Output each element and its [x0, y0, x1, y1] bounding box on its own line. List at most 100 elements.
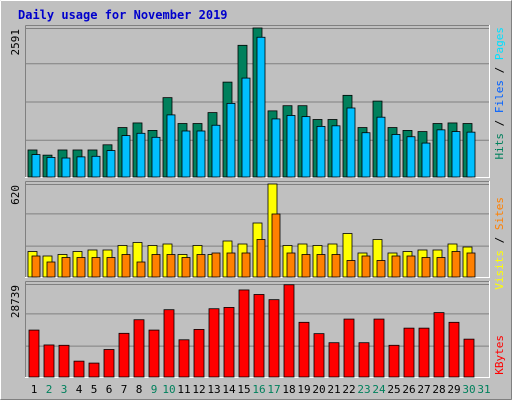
files-bar [31, 154, 41, 178]
legend-separator: / [493, 113, 506, 133]
x-tick-label: 4 [76, 383, 83, 396]
files-bar [301, 116, 311, 178]
sites-bar [331, 254, 341, 278]
kbytes-bar [283, 284, 295, 378]
sites-bar [226, 252, 236, 278]
kbytes-bar [403, 327, 415, 378]
panel-hits-ymax-label: 2591 [9, 29, 22, 56]
files-bar [181, 130, 191, 178]
files-bar [316, 125, 326, 178]
files-bar [61, 157, 71, 178]
sites-bar [301, 254, 311, 278]
legend-pages: Pages [493, 27, 506, 60]
x-tick-label: 31 [477, 383, 490, 396]
legend-hits-files-pages: Hits / Files / Pages [493, 27, 506, 160]
sites-bar [76, 257, 86, 278]
x-tick-label: 13 [207, 383, 220, 396]
sites-bar [121, 254, 131, 278]
x-tick-label: 5 [91, 383, 98, 396]
x-tick-label: 1 [31, 383, 38, 396]
kbytes-bar [193, 329, 205, 378]
files-bar [91, 155, 101, 178]
files-bar [151, 136, 161, 178]
files-bar [406, 136, 416, 178]
files-bar [361, 132, 371, 178]
x-tick-label: 24 [372, 383, 386, 396]
files-bar [196, 130, 206, 178]
kbytes-bar [448, 321, 460, 378]
x-tick-label: 28 [432, 383, 445, 396]
panel-visits-ymax-label: 620 [9, 185, 22, 205]
files-bar [166, 114, 176, 178]
kbytes-bar [388, 344, 400, 378]
sites-bar [106, 257, 116, 278]
kbytes-bar [73, 360, 85, 378]
x-tick-label: 3 [61, 383, 68, 396]
x-axis-labels: 1 2 3 4 5 6 7 8 9 10 11 12 13 14 15 16 17 18 19 20 21 22 23 24 2… [31, 383, 491, 396]
legend-kbytes: KBytes [493, 335, 506, 375]
files-bar [466, 131, 476, 178]
x-tick-label: 12 [192, 383, 205, 396]
files-bar [436, 129, 446, 178]
x-tick-label: 14 [222, 383, 236, 396]
kbytes-bar [118, 332, 130, 378]
sites-bar [166, 254, 176, 278]
sites-bar [376, 260, 386, 278]
files-bar [121, 135, 131, 178]
sites-bar [271, 213, 281, 278]
x-tick-label: 20 [312, 383, 325, 396]
files-bar [346, 107, 356, 178]
chart-title: Daily usage for November 2019 [18, 8, 228, 22]
kbytes-bar [358, 342, 370, 378]
sites-bar [46, 261, 56, 278]
kbytes-bar [163, 309, 175, 378]
sites-bar [241, 252, 251, 278]
x-tick-label: 22 [342, 383, 355, 396]
x-tick-label: 25 [387, 383, 400, 396]
x-tick-label: 9 [151, 383, 158, 396]
sites-bar [31, 255, 41, 278]
kbytes-bar [238, 289, 250, 378]
x-tick-label: 10 [162, 383, 175, 396]
sites-bar [391, 255, 401, 278]
legend-files: Files [493, 80, 506, 113]
kbytes-bar [88, 362, 100, 378]
kbytes-bar [463, 338, 475, 378]
x-tick-label: 17 [267, 383, 280, 396]
sites-bar [316, 254, 326, 278]
sites-bar [196, 254, 206, 278]
files-bar [376, 116, 386, 178]
x-tick-label: 19 [297, 383, 310, 396]
files-bar [286, 115, 296, 178]
kbytes-bar [133, 319, 145, 378]
sites-bar [361, 255, 371, 278]
files-bar [226, 102, 236, 178]
kbytes-bar [58, 344, 70, 378]
sites-bar [136, 261, 146, 278]
x-tick-label: 30 [462, 383, 475, 396]
sites-bar [451, 251, 461, 278]
sites-bar [61, 257, 71, 278]
kbytes-bar [178, 339, 190, 378]
files-bar [106, 150, 116, 178]
chart-panels: 2591 620 28739 Hits / Files / Pages Visits /… [9, 25, 506, 378]
sites-bar [346, 260, 356, 278]
sites-bar [181, 257, 191, 278]
x-tick-label: 26 [402, 383, 415, 396]
kbytes-bar [253, 294, 265, 378]
files-bar [46, 157, 56, 178]
sites-bar [466, 252, 476, 278]
kbytes-bar [418, 327, 430, 378]
x-tick-label: 27 [417, 383, 430, 396]
kbytes-bar [268, 299, 280, 378]
x-tick-label: 2 [46, 383, 53, 396]
kbytes-bar [373, 318, 385, 378]
files-bar [136, 132, 146, 178]
files-bar [241, 77, 251, 178]
files-bar [391, 134, 401, 178]
x-tick-label: 15 [237, 383, 250, 396]
sites-bar [436, 257, 446, 278]
sites-bar [151, 254, 161, 278]
